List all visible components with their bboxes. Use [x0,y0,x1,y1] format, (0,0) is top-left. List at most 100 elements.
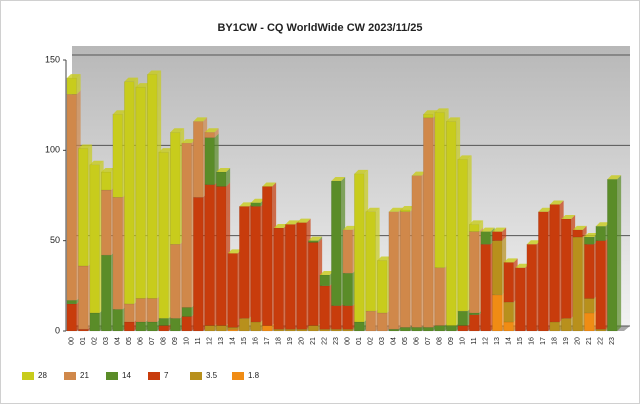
x-tick-label: 23 [609,337,616,345]
bar-top [319,270,334,275]
bar-segment [469,224,480,232]
bar-segment [124,81,135,305]
x-tick-label: 05 [402,337,409,345]
bar-segment [572,229,583,238]
bar-segment [561,218,572,319]
bar-segment [469,231,480,314]
legend-swatch [148,372,160,380]
bar-top [423,110,438,115]
bar-top [273,224,288,229]
legend-swatch [232,372,244,380]
bar-side [617,175,622,331]
bar-segment [89,164,100,314]
bar-segment [158,325,169,332]
bar-top [296,218,311,223]
legend-swatch [64,372,76,380]
bar-top [446,117,461,122]
bar-top [400,205,415,210]
x-tick-label: 14 [506,337,513,345]
bar-side [582,225,587,238]
x-tick-label: 09 [172,337,179,345]
bar-segment [308,240,319,243]
bar-segment [250,206,261,323]
bar-segment [216,171,227,187]
bar-segment [595,240,606,330]
bar-segment [273,227,284,330]
bar-segment [480,244,491,332]
legend-label: 14 [122,371,131,380]
bar-segment [204,137,215,185]
bar-segment [112,113,123,198]
bar-top [607,175,622,180]
x-tick-label: 15 [517,337,524,345]
bar-top [503,258,518,263]
bar-segment [400,211,411,328]
bar-top [193,117,208,122]
bar-segment [526,244,537,332]
x-tick-label: 00 [69,337,76,345]
bar-segment [66,303,77,332]
x-tick-label: 09 [448,337,455,345]
x-tick-label: 07 [425,337,432,345]
bar-segment [365,211,376,312]
bar-top [434,108,449,113]
bar-top [101,168,116,173]
x-tick-label: 11 [195,337,202,344]
x-tick-label: 08 [437,337,444,345]
bar-segment [331,305,342,330]
x-tick-label: 22 [598,337,605,345]
bar-segment [434,112,445,269]
bar-segment [227,328,238,332]
bar-top [480,227,495,232]
bar-segment [319,285,330,330]
bar-segment [239,206,250,319]
bar-segment [331,328,342,332]
x-tick-label: 12 [207,337,214,345]
x-tick-label: 01 [80,337,87,345]
bar-segment [457,325,468,332]
bar-segment [66,94,77,301]
bar-segment [181,142,192,308]
bar-segment [400,209,411,213]
x-tick-label: 11 [471,337,478,344]
bar-segment [480,231,491,245]
bar-top [66,74,81,79]
bar-top [250,198,265,203]
x-tick-label: 05 [126,337,133,345]
x-tick-label: 06 [414,337,421,345]
x-tick-label: 20 [575,337,582,345]
bar-top [239,202,254,207]
bar-top [561,214,576,219]
bar-segment [549,204,560,323]
bar-top [526,240,541,245]
bar-top [595,222,610,227]
bar-top [124,77,139,82]
bar-segment [66,300,77,305]
bar-segment [124,303,135,323]
bar-segment [446,121,457,326]
bar-segment [584,236,595,245]
bar-segment [492,231,503,241]
bar-segment [227,253,238,328]
bar-segment [572,236,583,332]
bar-segment [423,327,434,332]
x-tick-label: 18 [276,337,283,345]
bar-segment [308,242,319,326]
bar-top [457,155,472,160]
x-tick-label: 07 [149,337,156,345]
bar-top [342,225,357,230]
legend-swatch [22,372,34,380]
bar-top [377,256,392,261]
bar-segment [388,211,399,330]
chart-title: BY1CW - CQ WorldWide CW 2023/11/25 [217,22,422,34]
x-tick-label: 21 [586,337,593,345]
bar-segment [112,197,123,310]
y-tick-label: 100 [45,145,60,155]
bar-segment [607,178,618,332]
x-tick-label: 10 [460,337,467,345]
x-tick-label: 04 [115,337,122,345]
x-tick-label: 02 [368,337,375,345]
x-tick-label: 21 [310,337,317,345]
bar-segment [549,321,560,332]
bar-segment [216,186,227,326]
